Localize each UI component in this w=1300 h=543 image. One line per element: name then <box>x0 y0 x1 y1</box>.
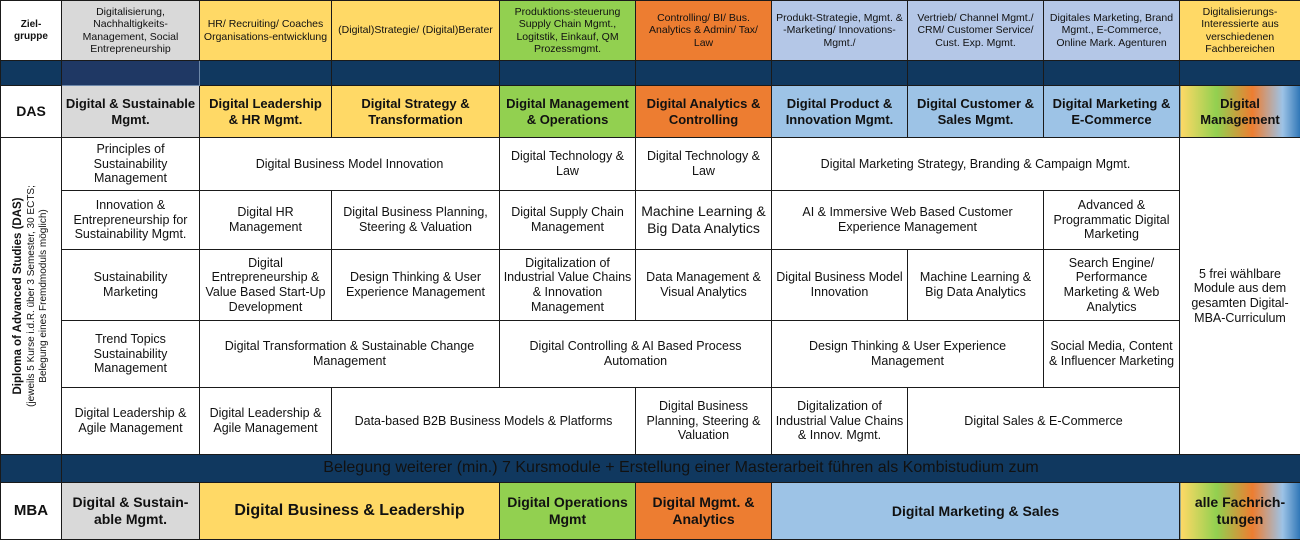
module-cell: Innovation & Entrepreneurship for Sustai… <box>61 190 200 250</box>
das-program: Digital Customer & Sales Mgmt. <box>907 85 1044 138</box>
free-modules-cell: 5 frei wählbare Module aus dem gesamten … <box>1179 137 1300 455</box>
zielgruppe-cell: Digitales Marketing, Brand Mgmt., E-Comm… <box>1043 0 1180 61</box>
mba-program: Digital Business & Leadership <box>199 482 500 540</box>
module-cell: Digitalization of Industrial Value Chain… <box>771 387 908 455</box>
das-program: Digital Management <box>1179 85 1300 138</box>
zielgruppe-cell: Produktions-steuerung Supply Chain Mgmt.… <box>499 0 636 61</box>
separator-cell <box>1043 60 1180 86</box>
mba-row: MBA Digital & Sustain-able Mgmt. Digital… <box>0 482 1300 540</box>
module-cell: Data-based B2B Business Models & Platfor… <box>331 387 636 455</box>
module-cell: Machine Learning & Big Data Analytics <box>635 190 772 250</box>
separator-cell <box>0 60 62 86</box>
das-row: DAS Digital & Sustainable Mgmt. Digital … <box>0 85 1300 138</box>
separator-cell <box>1179 60 1300 86</box>
module-cell: Digital Business Planning, Steering & Va… <box>635 387 772 455</box>
module-cell: Digital Marketing Strategy, Branding & C… <box>771 137 1180 191</box>
das-program: Digital Leadership & HR Mgmt. <box>199 85 332 138</box>
module-cell: Digital Entrepreneurship & Value Based S… <box>199 249 332 321</box>
zielgruppe-row: Ziel- gruppe Digitalisierung, Nachhaltig… <box>0 0 1300 61</box>
mba-program: alle Fachrich-tungen <box>1179 482 1300 540</box>
module-cell: Principles of Sustainability Management <box>61 137 200 191</box>
module-cell: Digital HR Management <box>199 190 332 250</box>
diploma-vertical-text: Diploma of Advanced Studies (DAS) (jewei… <box>12 185 50 407</box>
module-cell: Design Thinking & User Experience Manage… <box>331 249 500 321</box>
module-cell: Digital Leadership & Agile Management <box>199 387 332 455</box>
zielgruppe-cell: (Digital)Strategie/ (Digital)Berater <box>331 0 500 61</box>
module-cell: Search Engine/ Performance Marketing & W… <box>1043 249 1180 321</box>
das-program: Digital Analytics & Controlling <box>635 85 772 138</box>
mba-label: MBA <box>0 482 62 540</box>
module-cell: Digital Transformation & Sustainable Cha… <box>199 320 500 388</box>
module-row: Digital Leadership & Agile Management Di… <box>1 387 1300 455</box>
mba-program: Digital Mgmt. & Analytics <box>635 482 772 540</box>
module-cell: AI & Immersive Web Based Customer Experi… <box>771 190 1044 250</box>
separator-row <box>0 60 1300 86</box>
module-cell: Digital Business Model Innovation <box>771 249 908 321</box>
separator-cell <box>635 60 772 86</box>
module-cell: Design Thinking & User Experience Manage… <box>771 320 1044 388</box>
separator-cell <box>907 60 1044 86</box>
module-cell: Digital Business Model Innovation <box>199 137 500 191</box>
module-cell: Digital Supply Chain Management <box>499 190 636 250</box>
separator-cell <box>771 60 908 86</box>
module-cell: Data Management & Visual Analytics <box>635 249 772 321</box>
module-cell: Digital Technology & Law <box>635 137 772 191</box>
banner-text: Belegung weiterer (min.) 7 Kursmodule + … <box>61 454 1300 483</box>
das-program: Digital Strategy & Transformation <box>331 85 500 138</box>
zielgruppe-cell: Produkt-Strategie, Mgmt. & -Marketing/ I… <box>771 0 908 61</box>
module-cell: Digital Controlling & AI Based Process A… <box>499 320 772 388</box>
module-row: Innovation & Entrepreneurship for Sustai… <box>1 190 1300 250</box>
diploma-title: Diploma of Advanced Studies (DAS) <box>12 197 25 395</box>
zielgruppe-cell: Controlling/ BI/ Bus. Analytics & Admin/… <box>635 0 772 61</box>
separator-cell <box>331 60 500 86</box>
module-cell: Advanced & Programmatic Digital Marketin… <box>1043 190 1180 250</box>
das-program: Digital Management & Operations <box>499 85 636 138</box>
module-cell: Digital Leadership & Agile Management <box>61 387 200 455</box>
diploma-subtitle: (jeweils 5 Kurse i.d.R. über 3 Semester,… <box>25 185 37 407</box>
zielgruppe-cell: Vertrieb/ Channel Mgmt./ CRM/ Customer S… <box>907 0 1044 61</box>
banner-row: Belegung weiterer (min.) 7 Kursmodule + … <box>0 454 1300 483</box>
das-label: DAS <box>0 85 62 138</box>
separator-cell <box>499 60 636 86</box>
banner-spacer <box>0 454 62 483</box>
das-program: Digital Marketing & E-Commerce <box>1043 85 1180 138</box>
zielgruppe-cell: Digitalisierungs-Interessierte aus versc… <box>1179 0 1300 61</box>
module-row: Sustainability Marketing Digital Entrepr… <box>1 249 1300 321</box>
module-row: Diploma of Advanced Studies (DAS) (jewei… <box>0 137 1300 455</box>
das-program: Digital Product & Innovation Mgmt. <box>771 85 908 138</box>
module-cell: Sustainability Marketing <box>61 249 200 321</box>
module-cell: Digital Technology & Law <box>499 137 636 191</box>
module-cell: Digital Sales & E-Commerce <box>907 387 1180 455</box>
module-cell: Social Media, Content & Influencer Marke… <box>1043 320 1180 388</box>
mba-program: Digital Marketing & Sales <box>771 482 1180 540</box>
separator-cell <box>61 60 200 86</box>
diploma-subtitle: Belegung eines Fremdmoduls möglich) <box>37 209 49 383</box>
diploma-label: Diploma of Advanced Studies (DAS) (jewei… <box>0 137 62 455</box>
mba-program: Digital & Sustain-able Mgmt. <box>61 482 200 540</box>
zielgruppe-cell: HR/ Recruiting/ Coaches Organisations-en… <box>199 0 332 61</box>
module-cell: Digitalization of Industrial Value Chain… <box>499 249 636 321</box>
zielgruppe-label: Ziel- gruppe <box>0 0 62 61</box>
module-row: Trend Topics Sustainability Management D… <box>1 320 1300 388</box>
module-cell: Digital Business Planning, Steering & Va… <box>331 190 500 250</box>
module-cell: Trend Topics Sustainability Management <box>61 320 200 388</box>
separator-cell <box>199 60 332 86</box>
mba-program: Digital Operations Mgmt <box>499 482 636 540</box>
das-program: Digital & Sustainable Mgmt. <box>61 85 200 138</box>
zielgruppe-cell: Digitalisierung, Nachhaltigkeits-Managem… <box>61 0 200 61</box>
module-cell: Machine Learning & Big Data Analytics <box>907 249 1044 321</box>
